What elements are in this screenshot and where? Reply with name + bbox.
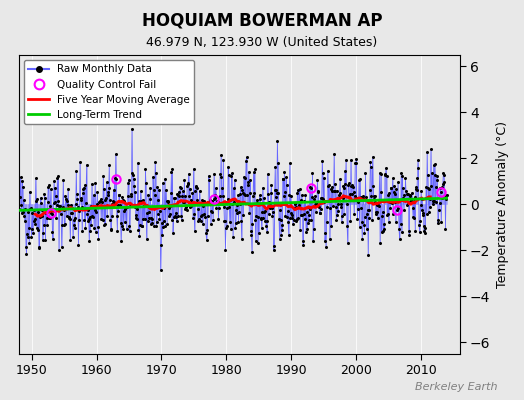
Y-axis label: Temperature Anomaly (°C): Temperature Anomaly (°C) <box>496 121 509 288</box>
Text: 46.979 N, 123.930 W (United States): 46.979 N, 123.930 W (United States) <box>146 36 378 49</box>
Text: Berkeley Earth: Berkeley Earth <box>416 382 498 392</box>
Legend: Raw Monthly Data, Quality Control Fail, Five Year Moving Average, Long-Term Tren: Raw Monthly Data, Quality Control Fail, … <box>24 60 194 124</box>
Text: HOQUIAM BOWERMAN AP: HOQUIAM BOWERMAN AP <box>142 12 382 30</box>
